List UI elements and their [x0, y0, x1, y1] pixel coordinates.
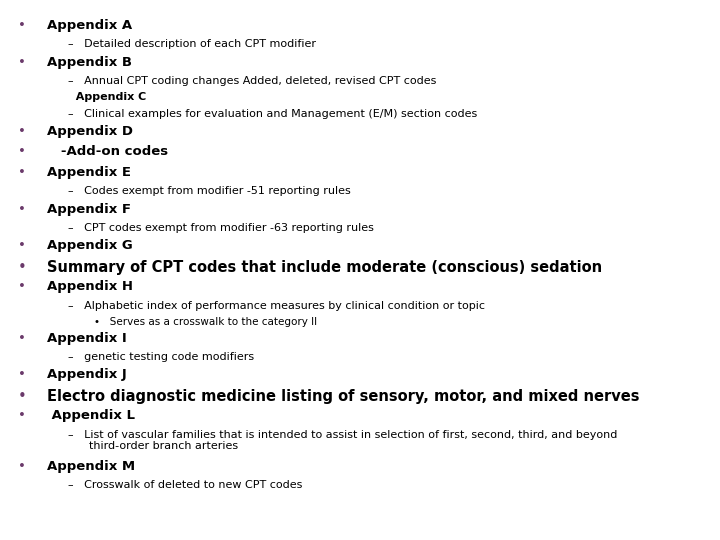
Text: –   Codes exempt from modifier -51 reporting rules: – Codes exempt from modifier -51 reporti… — [68, 186, 351, 197]
Text: •: • — [18, 332, 26, 345]
Text: Appendix D: Appendix D — [47, 125, 132, 138]
Text: Appendix B: Appendix B — [47, 56, 132, 69]
Text: –   List of vascular families that is intended to assist in selection of first, : – List of vascular families that is inte… — [68, 430, 618, 451]
Text: Electro diagnostic medicine listing of sensory, motor, and mixed nerves: Electro diagnostic medicine listing of s… — [47, 389, 639, 404]
Text: Appendix L: Appendix L — [47, 409, 135, 422]
Text: •: • — [18, 166, 26, 179]
Text: •: • — [18, 145, 26, 158]
Text: Appendix H: Appendix H — [47, 280, 132, 293]
Text: –   Detailed description of each CPT modifier: – Detailed description of each CPT modif… — [68, 39, 316, 50]
Text: •: • — [18, 19, 26, 32]
Text: Appendix M: Appendix M — [47, 460, 135, 472]
Text: Appendix F: Appendix F — [47, 202, 131, 215]
Text: –   Alphabetic index of performance measures by clinical condition or topic: – Alphabetic index of performance measur… — [68, 301, 485, 311]
Text: •: • — [18, 460, 26, 472]
Text: •: • — [18, 409, 26, 422]
Text: •   Serves as a crosswalk to the category II: • Serves as a crosswalk to the category … — [94, 317, 317, 327]
Text: –   Annual CPT coding changes Added, deleted, revised CPT codes: – Annual CPT coding changes Added, delet… — [68, 76, 437, 86]
Text: Appendix C: Appendix C — [68, 92, 147, 103]
Text: –   genetic testing code modifiers: – genetic testing code modifiers — [68, 352, 255, 362]
Text: Appendix I: Appendix I — [47, 332, 127, 345]
Text: •: • — [18, 56, 26, 69]
Text: •: • — [18, 202, 26, 215]
Text: -Add-on codes: -Add-on codes — [47, 145, 168, 158]
Text: Summary of CPT codes that include moderate (conscious) sedation: Summary of CPT codes that include modera… — [47, 260, 602, 275]
Text: •: • — [18, 368, 26, 381]
Text: •: • — [18, 389, 27, 404]
Text: Appendix G: Appendix G — [47, 239, 132, 252]
Text: –   Clinical examples for evaluation and Management (E/M) section codes: – Clinical examples for evaluation and M… — [68, 109, 477, 119]
Text: Appendix A: Appendix A — [47, 19, 132, 32]
Text: •: • — [18, 260, 27, 275]
Text: •: • — [18, 125, 26, 138]
Text: Appendix E: Appendix E — [47, 166, 131, 179]
Text: –   CPT codes exempt from modifier -63 reporting rules: – CPT codes exempt from modifier -63 rep… — [68, 223, 374, 233]
Text: •: • — [18, 239, 26, 252]
Text: Appendix J: Appendix J — [47, 368, 127, 381]
Text: –   Crosswalk of deleted to new CPT codes: – Crosswalk of deleted to new CPT codes — [68, 480, 303, 490]
Text: •: • — [18, 280, 26, 293]
